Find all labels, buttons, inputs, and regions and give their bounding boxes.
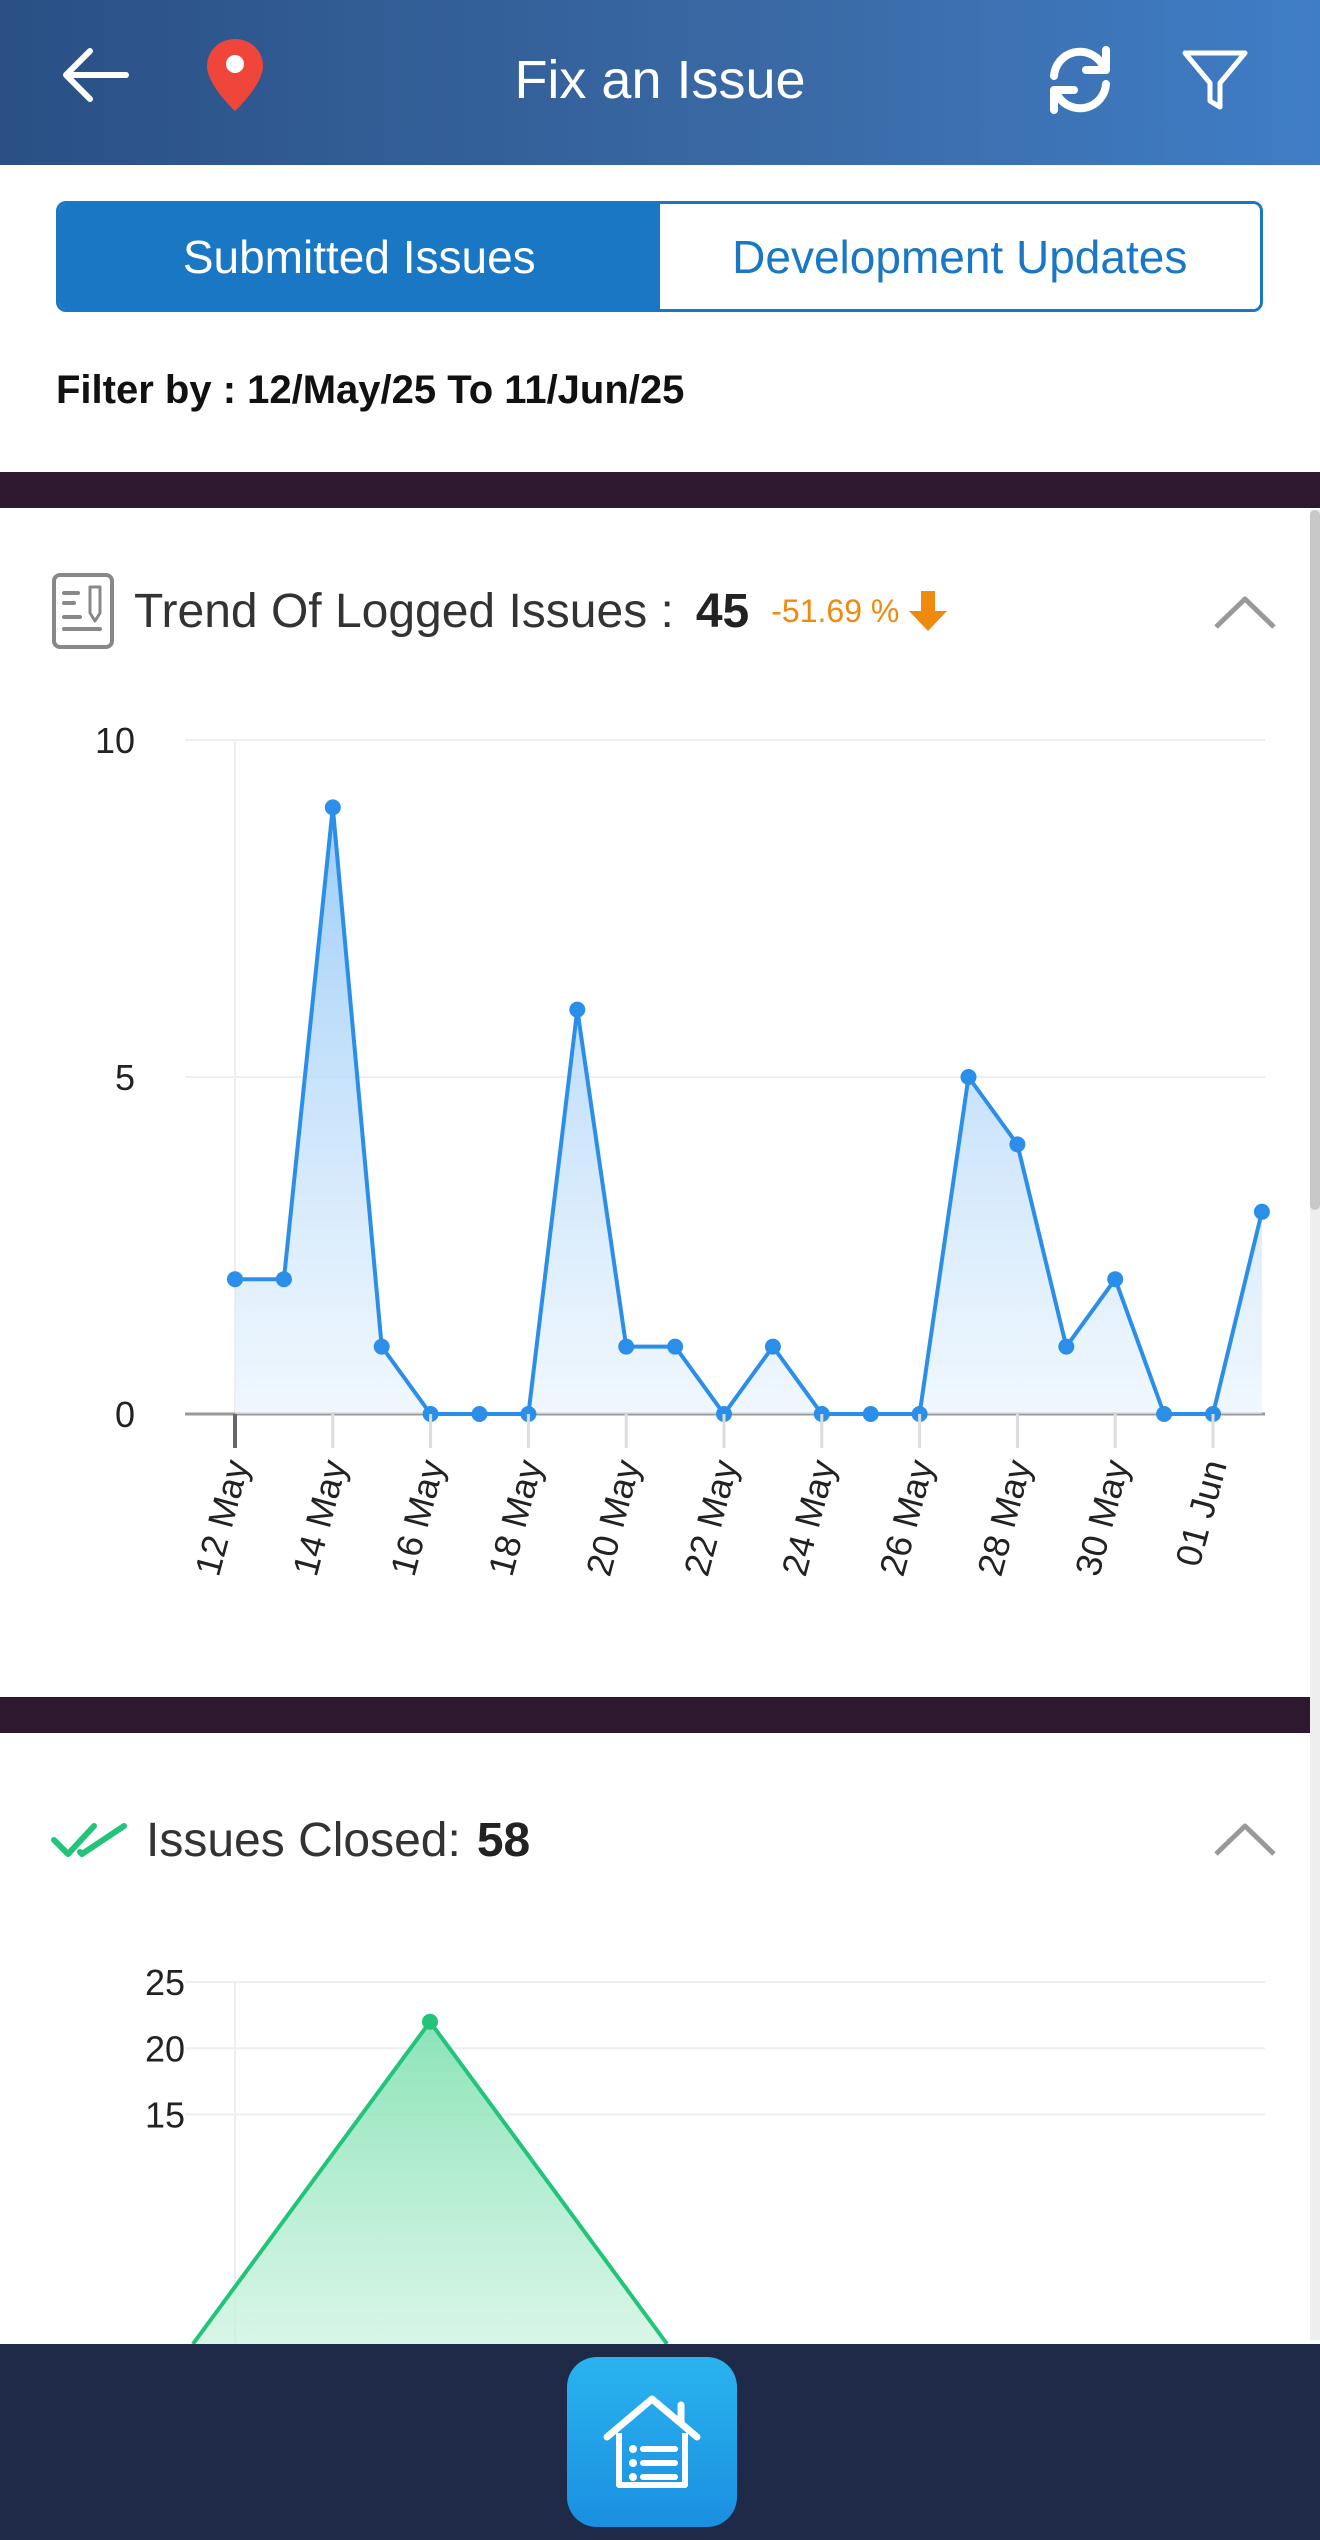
x-tick-label: 28 May: [969, 1455, 1039, 1580]
trend-data-point[interactable]: [569, 1001, 586, 1018]
back-arrow-icon[interactable]: [50, 30, 140, 120]
trend-data-point[interactable]: [373, 1338, 390, 1355]
location-pin-icon[interactable]: [195, 30, 275, 120]
x-tick-label: 22 May: [676, 1455, 746, 1580]
home-list-icon: [603, 2395, 701, 2488]
filter-icon[interactable]: [1170, 30, 1260, 130]
y-tick-label: 20: [145, 2028, 185, 2069]
report-icon: [50, 571, 116, 651]
y-tick-label: 0: [115, 1394, 135, 1435]
trend-data-point[interactable]: [618, 1338, 635, 1355]
arrow-down-icon: [907, 589, 949, 633]
x-tick-label: 20 May: [578, 1455, 648, 1580]
tab-development-updates[interactable]: Development Updates: [659, 204, 1260, 309]
y-tick-label: 25: [145, 1962, 185, 2003]
double-check-icon: [50, 1820, 130, 1860]
y-tick-label: 10: [95, 720, 135, 761]
trend-collapse-chevron-up-icon[interactable]: [1205, 583, 1285, 643]
trend-data-point[interactable]: [1253, 1203, 1270, 1220]
trend-chart: 12 May 14 May 16 May 18 May 20 May 22 May 24 M…: [95, 720, 1270, 1580]
x-tick-label: 14 May: [284, 1455, 354, 1580]
x-tick-label: 18 May: [480, 1455, 550, 1580]
trend-data-point[interactable]: [1058, 1338, 1075, 1355]
trend-card-title: Trend Of Logged Issues :: [134, 584, 674, 638]
trend-data-point[interactable]: [275, 1271, 292, 1288]
trend-card-header: Trend Of Logged Issues : 45 -51.69 %: [50, 571, 949, 651]
x-tick-label: 01 Jun: [1167, 1455, 1235, 1570]
trend-area-fill: [235, 807, 1262, 1414]
closed-card-title: Issues Closed:: [146, 1813, 461, 1867]
trend-series-line: [235, 805, 1264, 1416]
trend-data-point[interactable]: [1107, 1271, 1124, 1288]
trend-data-point[interactable]: [667, 1338, 684, 1355]
x-tick-label: 26 May: [871, 1455, 941, 1580]
home-menu-button[interactable]: [567, 2357, 737, 2527]
x-tick-label: 12 May: [187, 1455, 257, 1580]
tab-submitted-issues[interactable]: Submitted Issues: [59, 204, 660, 309]
trend-data-point[interactable]: [227, 1271, 243, 1288]
trend-data-point[interactable]: [1156, 1406, 1173, 1422]
y-tick-label: 15: [145, 2095, 185, 2136]
closed-card-header: Issues Closed: 58: [50, 1800, 530, 1880]
x-tick-label: 24 May: [773, 1455, 843, 1580]
closed-chart: 15 20 25: [145, 1962, 1265, 2344]
trend-data-point[interactable]: [960, 1069, 977, 1085]
scrollbar-track[interactable]: [1310, 510, 1320, 2340]
tab-bar: Submitted Issues Development Updates: [56, 201, 1263, 312]
trend-data-point[interactable]: [324, 799, 341, 816]
trend-card-count: 45: [695, 584, 750, 638]
trend-data-point[interactable]: [471, 1406, 488, 1422]
trend-data-point[interactable]: [764, 1338, 781, 1355]
app-header: Fix an Issue: [0, 0, 1320, 165]
refresh-icon[interactable]: [1030, 30, 1130, 130]
section-divider: [0, 472, 1320, 508]
x-tick-label: 30 May: [1067, 1455, 1137, 1580]
closed-area-fill: [192, 2021, 668, 2344]
trend-data-point[interactable]: [862, 1406, 879, 1422]
section-divider: [0, 1697, 1320, 1733]
y-tick-label: 5: [115, 1057, 135, 1098]
date-filter-label: Filter by : 12/May/25 To 11/Jun/25: [56, 368, 685, 412]
scrollbar-thumb[interactable]: [1310, 510, 1320, 1210]
closed-card-count: 58: [476, 1813, 531, 1867]
closed-data-point[interactable]: [422, 2013, 438, 2030]
page-title: Fix an Issue: [514, 50, 806, 110]
trend-percent-change: -51.69 %: [771, 592, 900, 629]
closed-collapse-chevron-up-icon[interactable]: [1205, 1810, 1285, 1870]
x-tick-label: 16 May: [382, 1455, 452, 1580]
trend-data-point[interactable]: [1009, 1136, 1026, 1153]
